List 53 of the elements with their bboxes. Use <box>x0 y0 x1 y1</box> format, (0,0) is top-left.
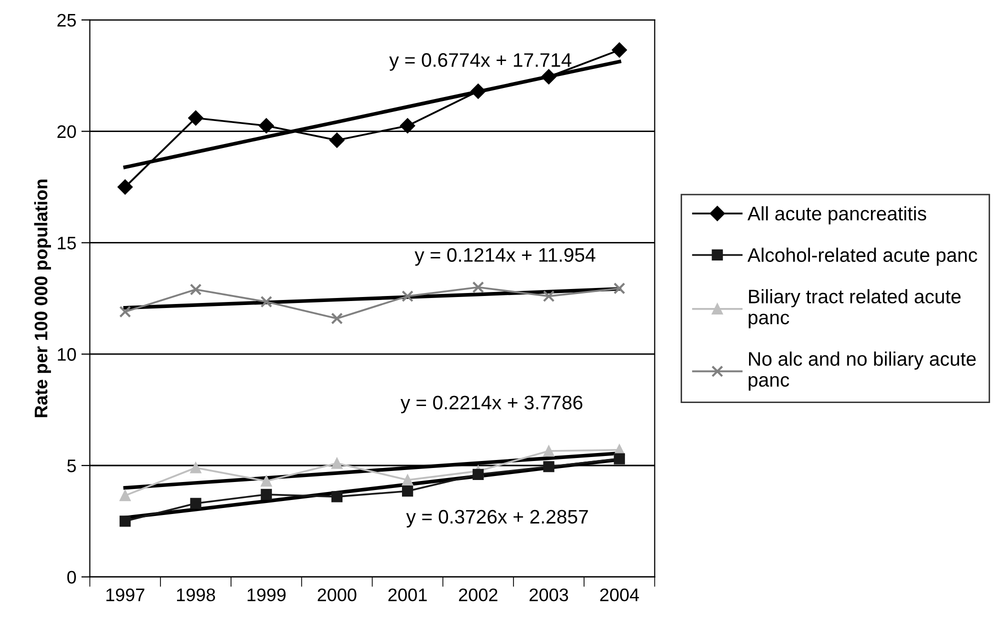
legend-label: Alcohol-related acute panc <box>748 248 978 266</box>
y-tick-label: 20 <box>57 125 76 138</box>
legend-label: Biliary tract related acute panc <box>748 289 961 328</box>
x-tick-label: 1998 <box>177 588 216 602</box>
x-tick-label: 2000 <box>318 588 356 602</box>
x-tick-label: 1999 <box>248 588 286 602</box>
point <box>190 462 202 474</box>
point <box>260 476 272 487</box>
legend-label: No alc and no biliary acute panc <box>748 352 976 391</box>
x-tick-label: 1997 <box>106 588 144 602</box>
point <box>543 445 554 457</box>
point <box>400 118 416 134</box>
point <box>542 290 555 302</box>
x-tick-label: 2004 <box>600 588 639 602</box>
x-tick-label: 2003 <box>530 588 568 602</box>
y-tick-label: 15 <box>58 236 76 250</box>
y-tick-label: 10 <box>58 348 76 361</box>
annotation: y = 0.2214x + 3.7786 <box>400 396 582 414</box>
point <box>613 282 626 294</box>
point <box>188 110 204 126</box>
point <box>120 516 131 527</box>
y-axis-title: Rate per 100 000 population <box>34 180 51 418</box>
point <box>470 84 486 99</box>
point <box>120 490 131 502</box>
point <box>402 486 414 497</box>
point <box>190 498 202 509</box>
x-tick-label: 2002 <box>458 588 498 602</box>
annotation: y = 0.6774x + 17.714 <box>389 53 572 71</box>
point <box>402 474 414 486</box>
point <box>614 453 625 464</box>
point <box>329 132 345 148</box>
point <box>541 69 556 84</box>
y-tick-label: 25 <box>57 14 76 27</box>
point <box>260 296 272 308</box>
point <box>118 179 133 195</box>
point <box>472 468 484 480</box>
point <box>190 284 202 296</box>
point <box>119 306 132 318</box>
point <box>260 488 272 500</box>
legend-label: All acute pancreatitis <box>748 206 926 224</box>
point <box>258 118 274 134</box>
point <box>331 491 343 502</box>
y-tick-label: 5 <box>67 460 76 472</box>
point <box>331 312 343 324</box>
y-tick-label: 0 <box>67 570 76 584</box>
annotation: y = 0.1214x + 11.954 <box>414 248 596 266</box>
x-tick-label: 2001 <box>388 588 427 602</box>
point <box>402 290 414 302</box>
point <box>331 458 343 469</box>
annotation: y = 0.3726x + 2.2857 <box>406 510 588 528</box>
point <box>612 42 627 58</box>
point <box>472 281 484 294</box>
point <box>543 461 554 472</box>
